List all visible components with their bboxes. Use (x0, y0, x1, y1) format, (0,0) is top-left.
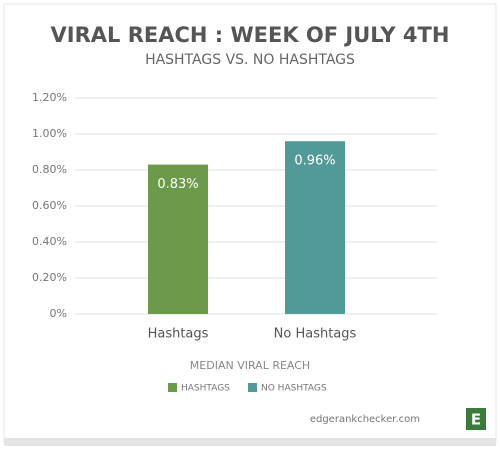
frame (3, 3, 497, 443)
bar (285, 141, 345, 314)
logo: E (471, 411, 481, 429)
x-tick-label: No Hashtags (274, 327, 357, 342)
footer-site: edgerankchecker.com (310, 414, 420, 425)
legend-swatch (248, 383, 257, 392)
bar (148, 164, 208, 314)
y-tick-label: 1.20% (32, 91, 67, 104)
y-tick-label: 0.80% (32, 163, 67, 176)
chart-title: VIRAL REACH : WEEK OF JULY 4TH (51, 23, 450, 47)
y-tick-label: 0.60% (32, 199, 67, 212)
value-label: 0.96% (294, 154, 335, 169)
logo-box (466, 408, 486, 430)
legend-label: NO HASHTAGS (261, 384, 327, 394)
x-axis-label: MEDIAN VIRAL REACH (190, 359, 310, 372)
value-label: 0.83% (157, 177, 198, 192)
y-tick-label: 0% (50, 307, 67, 320)
legend-label: HASHTAGS (181, 384, 230, 394)
y-tick-label: 0.40% (32, 235, 67, 248)
bottom-strip (4, 438, 496, 446)
y-tick-label: 1.00% (32, 127, 67, 140)
legend-swatch (168, 383, 177, 392)
x-tick-label: Hashtags (148, 327, 209, 342)
chart-subtitle: HASHTAGS VS. NO HASHTAGS (145, 52, 355, 68)
y-tick-label: 0.20% (32, 271, 67, 284)
